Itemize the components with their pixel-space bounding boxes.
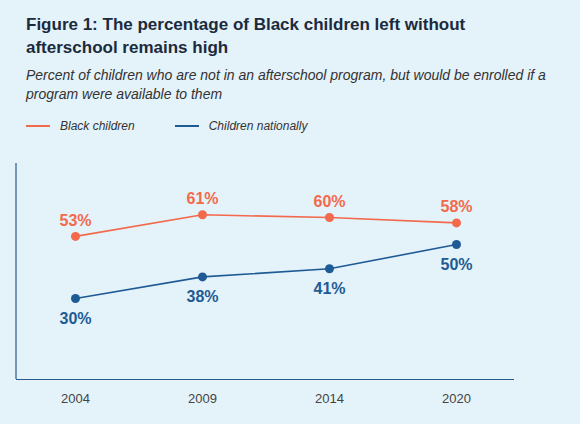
html-text:Percent of children who are no: Percent of children who are not in an af… [26,66,546,103]
svg-text:50%: 50% [440,256,472,273]
svg-text:60%: 60% [313,193,345,210]
svg-text:61%: 61% [186,190,218,207]
html-text:Children nationally: Children nationally [208,119,308,134]
svg-text:58%: 58% [440,198,472,215]
svg-text:41%: 41% [313,280,345,297]
html-text:Black children: Black children [60,119,135,134]
svg-text:53%: 53% [59,212,91,229]
svg-text:2009: 2009 [188,391,217,406]
html-text:Figure 1: The percentage of Bl: Figure 1: The percentage of Black childr… [26,15,466,57]
svg-text:2020: 2020 [442,391,471,406]
svg-text:38%: 38% [186,288,218,305]
svg-text:2004: 2004 [61,391,90,406]
svg-text:2014: 2014 [315,391,344,406]
svg-text:30%: 30% [59,310,91,327]
